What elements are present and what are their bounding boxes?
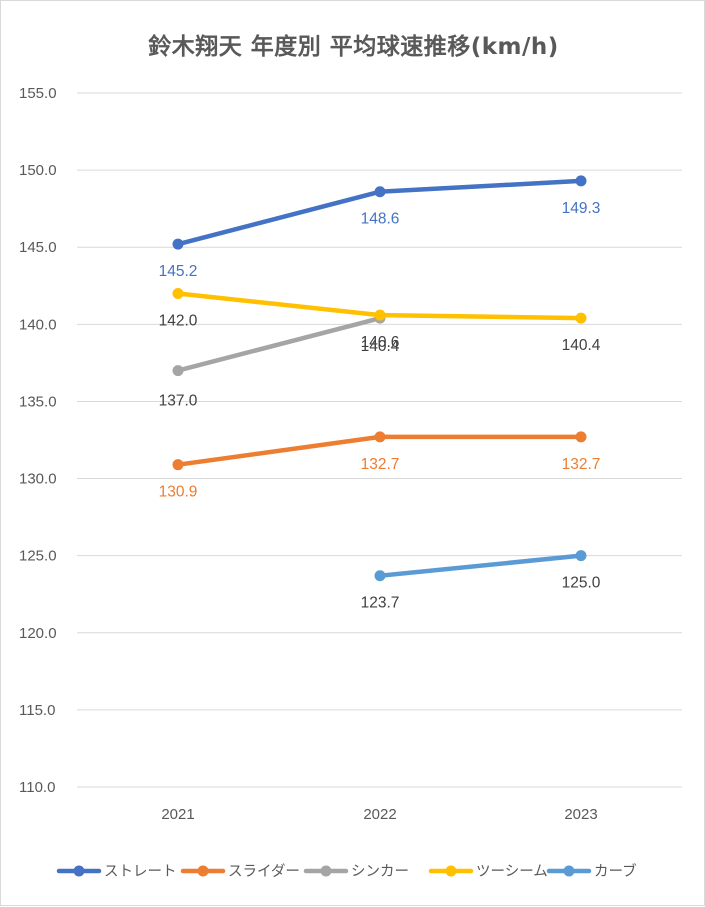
legend-item: カーブ [546,862,637,880]
series-lines [172,175,587,582]
legend-item: シンカー [303,864,409,880]
series-5 [374,550,587,582]
legend-item: ストレート [56,864,177,880]
data-point [374,309,386,321]
y-tick-label: 155.0 [19,85,57,102]
x-tick-label: 2023 [564,806,597,823]
legend-item: スライダー [180,863,300,880]
legend-swatch-marker [197,865,209,877]
legend-swatch-marker [563,865,575,877]
y-tick-label: 150.0 [19,162,57,179]
series-2 [172,431,587,471]
x-axis-ticks: 2021 2022 2023 [161,806,597,823]
x-tick-label: 2022 [363,806,396,823]
data-point [172,238,184,250]
data-point [374,431,386,443]
data-label: 140.4 [562,337,601,354]
data-label: 137.0 [159,393,198,410]
series-4 [172,287,587,324]
chart-title: 鈴木翔天 年度別 平均球速推移(km/h) [148,34,559,60]
legend: ストレート スライダー シンカー ツーシーム カーブ [56,862,637,880]
legend-swatch-marker [320,865,332,877]
data-labels: 145.2 148.6 149.3 130.9 132.7 132.7 137.0 140.4… [159,200,601,612]
data-label: 142.0 [159,312,198,329]
y-tick-label: 135.0 [19,393,57,410]
data-point [172,287,184,299]
y-tick-label: 125.0 [19,548,57,565]
legend-label: ツーシーム [476,864,548,880]
legend-label: カーブ [594,862,637,880]
legend-label: シンカー [351,864,409,880]
data-point [575,312,587,324]
data-point [575,175,587,187]
y-tick-label: 115.0 [19,702,55,719]
x-tick-label: 2021 [161,806,194,823]
data-label: 132.7 [562,456,601,473]
series-line [175,315,383,373]
data-label: 140.4 [361,338,400,355]
data-point [172,365,184,377]
legend-label: スライダー [228,863,300,880]
y-tick-label: 120.0 [19,625,57,642]
data-label: 132.7 [361,456,400,473]
y-tick-label: 140.0 [19,316,57,333]
y-tick-label: 145.0 [19,239,57,256]
legend-swatch-marker [445,865,457,877]
series-1 [172,175,587,250]
y-tick-label: 130.0 [19,471,57,488]
data-label: 145.2 [159,263,198,280]
data-point [575,550,587,562]
data-label: 125.0 [562,575,601,592]
data-label: 130.9 [159,484,198,501]
legend-label: ストレート [104,864,177,880]
data-label: 140.6 [361,334,400,351]
data-point [172,459,184,471]
data-label: 123.7 [361,595,400,612]
series-3 [172,312,386,377]
legend-item: ツーシーム [428,864,548,880]
y-tick-label: 110.0 [19,779,55,796]
y-axis-ticks: 110.0 115.0 120.0 125.0 130.0 135.0 140.0 145.0… [19,85,57,796]
legend-swatch-marker [73,865,85,877]
data-label: 149.3 [562,200,601,217]
data-point [374,186,386,198]
data-point [374,570,386,582]
data-label: 148.6 [361,211,400,228]
data-point [575,431,587,443]
series-line [377,553,584,578]
